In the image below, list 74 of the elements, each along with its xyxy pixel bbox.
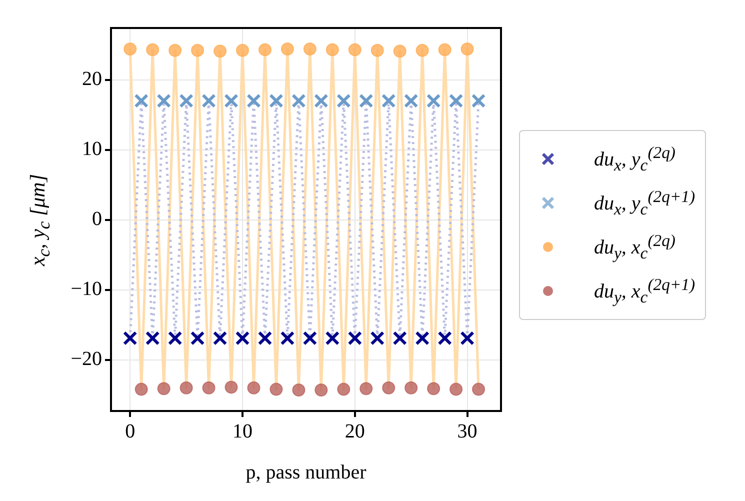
point [426,94,441,108]
point [258,43,272,56]
point [202,381,216,394]
x-tick-label: 0 [125,420,136,442]
point [224,94,238,108]
point [337,382,350,396]
point [427,382,440,396]
point [168,44,182,57]
point [156,94,171,108]
point [168,331,182,346]
point [292,383,306,396]
point [472,382,486,396]
point [190,331,205,346]
point [191,44,204,57]
y-tick-label: −20 [70,348,102,370]
point [124,42,137,56]
point [325,331,340,346]
y-tick-label: −10 [70,278,102,300]
point [438,331,452,346]
point [280,331,295,346]
point [224,380,238,394]
point [450,382,463,396]
point [460,42,474,56]
point [314,94,328,108]
point [236,44,249,57]
point [157,382,170,396]
y-tick-label: 10 [82,138,102,160]
point [214,44,227,58]
point [269,94,284,108]
point [370,44,384,57]
y-tick-label: 20 [82,68,102,90]
point [360,382,373,396]
point [146,43,160,56]
point [134,94,149,108]
point [235,331,250,346]
point [326,43,339,56]
point [179,94,194,108]
point [314,383,328,396]
y-tick-label: 0 [92,208,102,230]
point [145,331,160,346]
point [280,42,294,56]
point [302,331,318,346]
point [336,94,351,108]
point [202,94,216,108]
point [416,44,429,57]
point [270,382,283,396]
point [292,94,306,108]
point [404,94,418,108]
point [122,331,138,346]
x-tick-label: 30 [457,420,478,442]
point [134,382,148,396]
x-axis-title: p, pass number [246,461,367,484]
point [348,43,362,56]
point [404,381,418,394]
point [471,94,486,108]
point [247,381,260,394]
point [246,94,261,108]
point [381,94,396,108]
point [258,331,272,346]
point [303,42,316,56]
x-tick-label: 20 [344,420,365,442]
point [370,331,385,346]
point [393,44,406,58]
point [438,43,452,56]
point [212,331,228,346]
point [415,331,430,346]
point [460,331,474,346]
point [180,381,193,394]
x-tick-label: 10 [232,420,252,442]
point [382,381,396,394]
point [392,331,408,346]
point [348,331,362,346]
point [358,94,374,108]
point [448,94,464,108]
